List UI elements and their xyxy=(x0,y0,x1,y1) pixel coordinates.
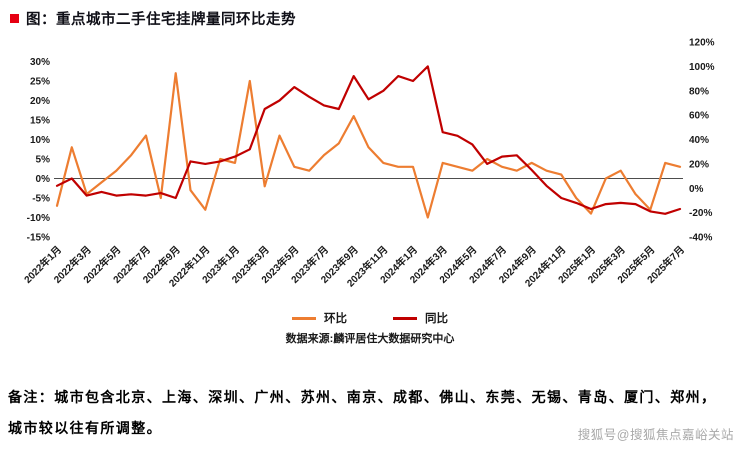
dual-axis-line-chart: 30% 25% 20% 15% 10% 5% 0% -5% -10% -15% 120% 100% 80… xyxy=(21,38,715,290)
mom-legend-label: 环比 xyxy=(324,313,347,325)
yoy-series-line xyxy=(55,65,682,215)
x-axis-tick-labels: 2022年1月2022年3月2022年5月2022年7月2022年9月2022年… xyxy=(21,243,687,290)
left-axis-tick: 5% xyxy=(36,155,51,166)
right-axis-tick: 80% xyxy=(689,86,709,97)
right-axis-tick: -40% xyxy=(689,233,712,244)
right-axis-tick: 20% xyxy=(689,159,709,170)
right-axis-tick: 100% xyxy=(689,62,715,73)
left-axis-tick: 10% xyxy=(30,135,50,146)
right-axis-tick-labels: 120% 100% 80% 60% 40% 20% 0% -20% -40% xyxy=(689,38,715,244)
right-axis-tick: 60% xyxy=(689,111,709,122)
mom-line-swatch xyxy=(292,316,316,320)
right-axis-tick: -20% xyxy=(689,208,712,219)
left-axis-tick: -5% xyxy=(32,194,50,205)
right-axis-tick: 120% xyxy=(689,38,715,49)
left-axis-tick: 0% xyxy=(36,174,51,185)
chart-legend: 环比 同比 xyxy=(0,310,740,326)
right-axis-tick: 40% xyxy=(689,135,709,146)
legend-item-yoy: 同比 xyxy=(393,310,448,326)
watermark-text: 搜狐号@搜狐焦点嘉峪关站 xyxy=(577,428,734,442)
footnote: 备注：城市包含北京、上海、深圳、广州、苏州、南京、成都、佛山、东莞、无锡、青岛、… xyxy=(8,382,734,444)
footnote-line2: 城市较以往有所调整。 xyxy=(8,420,162,436)
left-axis-tick: 30% xyxy=(30,57,50,68)
data-source-caption: 数据来源:麟评居住大数据研究中心 xyxy=(285,333,455,345)
yoy-line-swatch xyxy=(393,316,417,320)
title-bullet-square xyxy=(10,14,19,23)
mom-series-line xyxy=(55,72,682,219)
left-axis-tick: 15% xyxy=(30,116,50,127)
left-axis-tick-labels: 30% 25% 20% 15% 10% 5% 0% -5% -10% -15% xyxy=(27,57,50,244)
footnote-line1: 备注：城市包含北京、上海、深圳、广州、苏州、南京、成都、佛山、东莞、无锡、青岛、… xyxy=(8,389,717,405)
left-axis-tick: 20% xyxy=(30,96,50,107)
legend-item-mom: 环比 xyxy=(292,310,347,326)
left-axis-tick: -10% xyxy=(27,213,50,224)
left-axis-tick: 25% xyxy=(30,77,50,88)
yoy-legend-label: 同比 xyxy=(425,313,448,325)
right-axis-tick: 0% xyxy=(689,184,704,195)
chart-title-row: 图：重点城市二手住宅挂牌量同环比走势 xyxy=(10,8,296,29)
left-axis-tick: -15% xyxy=(27,233,50,244)
chart-title: 图：重点城市二手住宅挂牌量同环比走势 xyxy=(26,12,296,28)
